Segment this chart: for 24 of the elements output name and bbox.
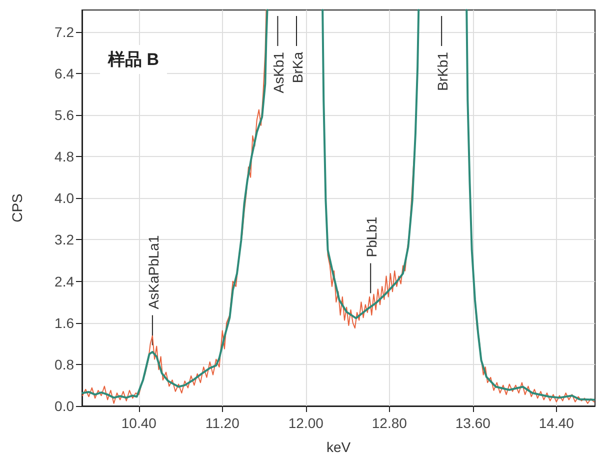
y-tick-label: 2.4 xyxy=(54,273,74,290)
ref-line-label: BrKb1 xyxy=(434,52,451,91)
annotation: AsKaPbLa1 xyxy=(145,235,162,310)
y-tick-label: 6.4 xyxy=(54,65,74,82)
annotation: PbLb1 xyxy=(364,216,380,258)
y-axis-title: CPS xyxy=(9,194,25,222)
x-tick-label: 13.60 xyxy=(455,415,491,431)
y-tick-label: 1.6 xyxy=(54,314,74,331)
ref-line-label: BrKa xyxy=(289,52,306,84)
x-tick-label: 12.00 xyxy=(288,415,324,431)
text: 样品 B xyxy=(107,50,159,69)
x-tick-label: 14.40 xyxy=(538,415,574,431)
x-tick-label: 11.20 xyxy=(205,415,240,431)
ref-line-label: AsKb1 xyxy=(270,52,287,94)
y-tick-label: 3.2 xyxy=(54,232,74,248)
y-tick-label: 4.8 xyxy=(54,148,74,165)
y-tick-label: 5.6 xyxy=(54,106,74,123)
x-axis-title: keV xyxy=(326,439,352,455)
y-tick-label: 0.8 xyxy=(54,356,74,372)
x-tick-label: 10.40 xyxy=(121,415,157,431)
x-tick-label: 12.80 xyxy=(372,415,408,431)
y-tick-label: 4.0 xyxy=(54,190,74,206)
y-tick-label: 7.2 xyxy=(54,24,74,40)
y-tick-label: 0.0 xyxy=(54,398,74,414)
